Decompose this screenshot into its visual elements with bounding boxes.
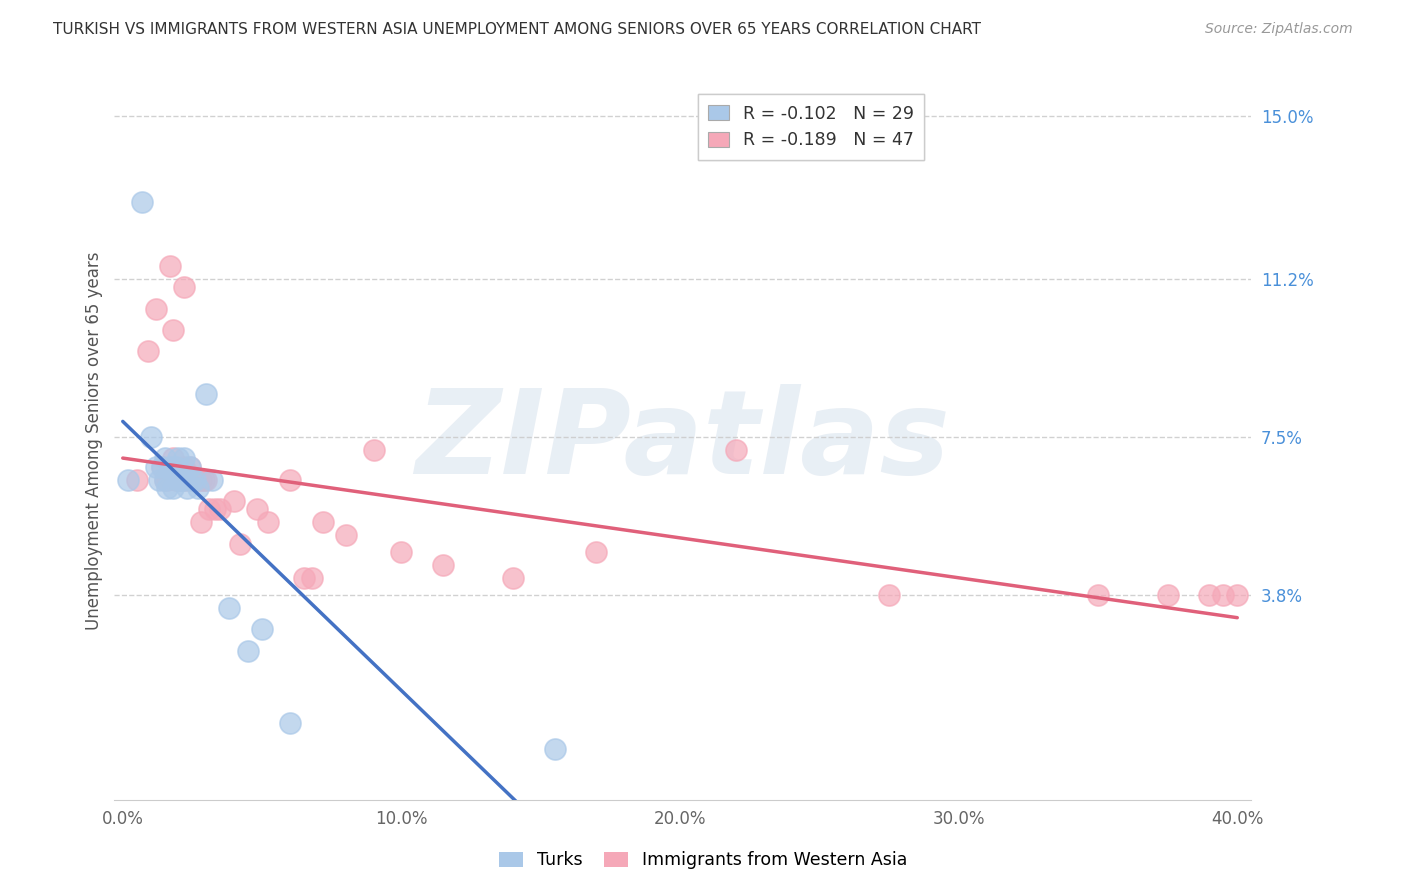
Point bbox=[195, 387, 218, 401]
Point bbox=[245, 502, 267, 516]
Text: Source: ZipAtlas.com: Source: ZipAtlas.com bbox=[1205, 22, 1353, 37]
Text: TURKISH VS IMMIGRANTS FROM WESTERN ASIA UNEMPLOYMENT AMONG SENIORS OVER 65 YEARS: TURKISH VS IMMIGRANTS FROM WESTERN ASIA … bbox=[53, 22, 981, 37]
Point bbox=[162, 451, 184, 466]
Point bbox=[389, 545, 412, 559]
Point bbox=[278, 473, 301, 487]
Point bbox=[236, 643, 259, 657]
Point bbox=[1087, 588, 1109, 602]
Text: ZIPatlas: ZIPatlas bbox=[415, 384, 950, 499]
Point bbox=[173, 473, 195, 487]
Point bbox=[167, 473, 190, 487]
Y-axis label: Unemployment Among Seniors over 65 years: Unemployment Among Seniors over 65 years bbox=[86, 252, 103, 631]
Point bbox=[148, 473, 170, 487]
Point bbox=[201, 473, 224, 487]
Point bbox=[224, 494, 246, 508]
Point bbox=[179, 459, 201, 474]
Point bbox=[184, 473, 207, 487]
Point bbox=[209, 502, 232, 516]
Point bbox=[162, 323, 184, 337]
Point bbox=[170, 473, 193, 487]
Point bbox=[432, 558, 454, 572]
Point bbox=[156, 481, 179, 495]
Point bbox=[139, 430, 162, 444]
Point bbox=[312, 516, 335, 530]
Point bbox=[190, 473, 212, 487]
Point bbox=[195, 473, 218, 487]
Point bbox=[543, 742, 565, 756]
Legend: R = -0.102   N = 29, R = -0.189   N = 47: R = -0.102 N = 29, R = -0.189 N = 47 bbox=[697, 95, 924, 160]
Point bbox=[125, 473, 148, 487]
Point bbox=[176, 473, 198, 487]
Point bbox=[502, 571, 524, 585]
Point bbox=[187, 481, 209, 495]
Point bbox=[193, 473, 215, 487]
Point bbox=[256, 516, 278, 530]
Point bbox=[145, 459, 167, 474]
Point bbox=[181, 473, 204, 487]
Point bbox=[301, 571, 323, 585]
Point bbox=[150, 459, 173, 474]
Point bbox=[585, 545, 607, 559]
Point bbox=[156, 473, 179, 487]
Point bbox=[1156, 588, 1178, 602]
Point bbox=[1212, 588, 1234, 602]
Point bbox=[724, 442, 747, 457]
Point bbox=[167, 473, 190, 487]
Point bbox=[159, 459, 181, 474]
Point bbox=[292, 571, 315, 585]
Point bbox=[363, 442, 385, 457]
Point bbox=[176, 481, 198, 495]
Point bbox=[153, 473, 176, 487]
Point bbox=[179, 459, 201, 474]
Point bbox=[136, 344, 159, 359]
Point bbox=[165, 473, 187, 487]
Legend: Turks, Immigrants from Western Asia: Turks, Immigrants from Western Asia bbox=[492, 845, 914, 876]
Point bbox=[173, 451, 195, 466]
Point bbox=[877, 588, 900, 602]
Point bbox=[1198, 588, 1220, 602]
Point bbox=[173, 280, 195, 294]
Point bbox=[1226, 588, 1249, 602]
Point bbox=[250, 622, 273, 636]
Point bbox=[184, 473, 207, 487]
Point bbox=[159, 259, 181, 273]
Point bbox=[278, 716, 301, 731]
Point bbox=[181, 473, 204, 487]
Point bbox=[150, 459, 173, 474]
Point bbox=[162, 481, 184, 495]
Point bbox=[145, 301, 167, 316]
Point bbox=[117, 473, 139, 487]
Point bbox=[167, 451, 190, 466]
Point bbox=[335, 528, 357, 542]
Point bbox=[131, 194, 153, 209]
Point bbox=[173, 459, 195, 474]
Point bbox=[190, 516, 212, 530]
Point bbox=[218, 600, 240, 615]
Point bbox=[229, 537, 252, 551]
Point bbox=[204, 502, 226, 516]
Point bbox=[153, 451, 176, 466]
Point bbox=[198, 502, 221, 516]
Point bbox=[170, 473, 193, 487]
Point bbox=[153, 473, 176, 487]
Point bbox=[165, 459, 187, 474]
Point bbox=[187, 473, 209, 487]
